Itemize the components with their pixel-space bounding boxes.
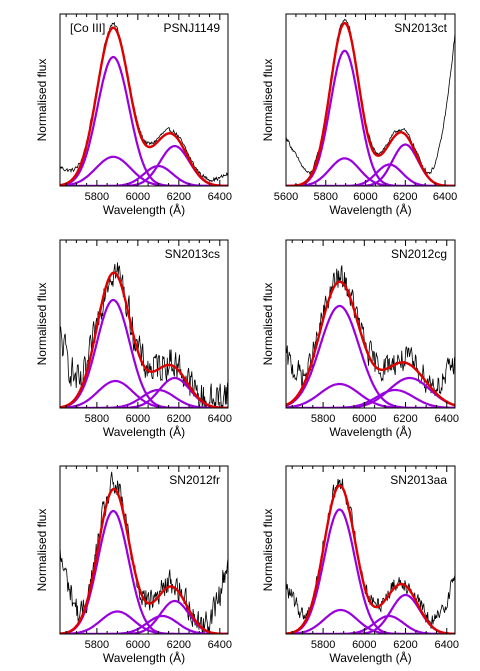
- plot-area: [286, 19, 455, 186]
- gaussian-component-2: [60, 379, 228, 408]
- x-tick-label: 6400: [435, 413, 459, 425]
- x-tick-label: 6400: [433, 191, 457, 203]
- x-tick-label: 6400: [435, 639, 459, 651]
- x-tick-label: 6200: [393, 413, 417, 425]
- panel-title: SN2013aa: [390, 473, 447, 487]
- x-axis-label: Wavelength (Å): [103, 424, 185, 439]
- panel-title: SN2013cs: [165, 247, 220, 261]
- plot-area: [60, 471, 228, 634]
- gaussian-component-3: [60, 388, 228, 408]
- x-tick-label: 6400: [208, 639, 232, 651]
- panel-title: SN2013ct: [394, 21, 447, 35]
- gaussian-component-2: [286, 608, 455, 634]
- panel-4: 5800 6000 6200 6400 Wavelength (Å) Normalised…: [261, 239, 459, 439]
- panel-1: 5800 6000 6200 6400 Wavelength (Å) Normalised…: [35, 13, 232, 217]
- y-axis-label: Normalised flux: [35, 509, 49, 592]
- total-fit-line: [60, 487, 228, 634]
- gaussian-component-1: [286, 304, 455, 408]
- x-tick-label: 6000: [126, 639, 150, 651]
- plot-area: [60, 21, 228, 186]
- panel-title: PSNJ1149: [164, 21, 221, 35]
- x-tick-label: 5800: [311, 639, 335, 651]
- panel-3: 5800 6000 6200 6400 Wavelength (Å) Normalised…: [35, 239, 232, 439]
- x-tick-label: 5800: [311, 413, 335, 425]
- gaussian-component-2: [60, 610, 228, 634]
- total-fit-line: [286, 280, 455, 407]
- axes-frame: [59, 465, 229, 635]
- x-tick-label: 6200: [167, 191, 191, 203]
- x-axis-label: Wavelength (Å): [329, 424, 411, 439]
- x-tick-label: 5800: [85, 191, 109, 203]
- x-tick-label: 6000: [352, 639, 376, 651]
- x-axis-label: Wavelength (Å): [103, 202, 185, 217]
- panel-5: 5800 6000 6200 6400 Wavelength (Å) Normalised…: [35, 465, 232, 665]
- panel-6: 5800 6000 6200 6400 Wavelength (Å) Normalised…: [261, 465, 459, 665]
- gaussian-component-1: [60, 509, 228, 634]
- x-tick-label: 6400: [208, 191, 232, 203]
- x-tick-label: 6400: [208, 413, 232, 425]
- total-fit-line: [60, 26, 228, 186]
- total-fit-line: [286, 484, 455, 634]
- x-tick-label: 5600: [274, 191, 298, 203]
- x-tick-label: 6200: [167, 639, 191, 651]
- x-tick-label: 5800: [85, 413, 109, 425]
- axes-frame: [285, 465, 456, 635]
- x-tick-label: 6000: [353, 191, 377, 203]
- x-tick-label: 6200: [167, 413, 191, 425]
- gaussian-component-3: [60, 614, 228, 634]
- panel-title: SN2012fr: [169, 473, 220, 487]
- axes-frame: [59, 13, 229, 187]
- axes-frame: [59, 239, 229, 409]
- x-tick-label: 6000: [352, 413, 376, 425]
- gaussian-component-1: [286, 508, 455, 634]
- plot-area: [286, 478, 455, 634]
- gaussian-component-3: [286, 388, 455, 408]
- axes-frame: [285, 13, 456, 187]
- gaussian-component-2: [60, 155, 228, 186]
- y-axis-label: Normalised flux: [261, 283, 275, 366]
- y-axis-label: Normalised flux: [261, 509, 275, 592]
- observed-spectrum-line: [286, 19, 455, 176]
- line-annotation: [Co III]: [70, 21, 105, 35]
- plot-area: [286, 265, 455, 408]
- x-axis-label: Wavelength (Å): [329, 202, 411, 217]
- panel-title: SN2012cg: [391, 247, 447, 261]
- x-tick-label: 5800: [314, 191, 338, 203]
- x-tick-label: 5800: [85, 639, 109, 651]
- axes-frame: [285, 239, 456, 409]
- y-axis-label: Normalised flux: [261, 59, 275, 142]
- x-tick-label: 6000: [126, 191, 150, 203]
- x-axis-label: Wavelength (Å): [329, 650, 411, 665]
- gaussian-component-3: [286, 614, 455, 634]
- total-fit-line: [60, 271, 228, 408]
- panel-2: 5600 5800 6000 6200 6400 Wavelength (Å) Normal…: [261, 13, 457, 217]
- x-tick-label: 6200: [393, 191, 417, 203]
- x-tick-label: 6000: [126, 413, 150, 425]
- x-axis-label: Wavelength (Å): [103, 650, 185, 665]
- gaussian-component-1: [60, 55, 228, 186]
- total-fit-line: [286, 22, 455, 186]
- observed-spectrum-line: [60, 262, 228, 408]
- y-axis-label: Normalised flux: [35, 283, 49, 366]
- x-tick-label: 6200: [393, 639, 417, 651]
- gaussian-component-1: [286, 49, 455, 186]
- y-axis-label: Normalised flux: [35, 59, 49, 142]
- gaussian-component-1: [60, 298, 228, 408]
- gaussian-component-4: [286, 376, 455, 408]
- plot-area: [60, 262, 228, 408]
